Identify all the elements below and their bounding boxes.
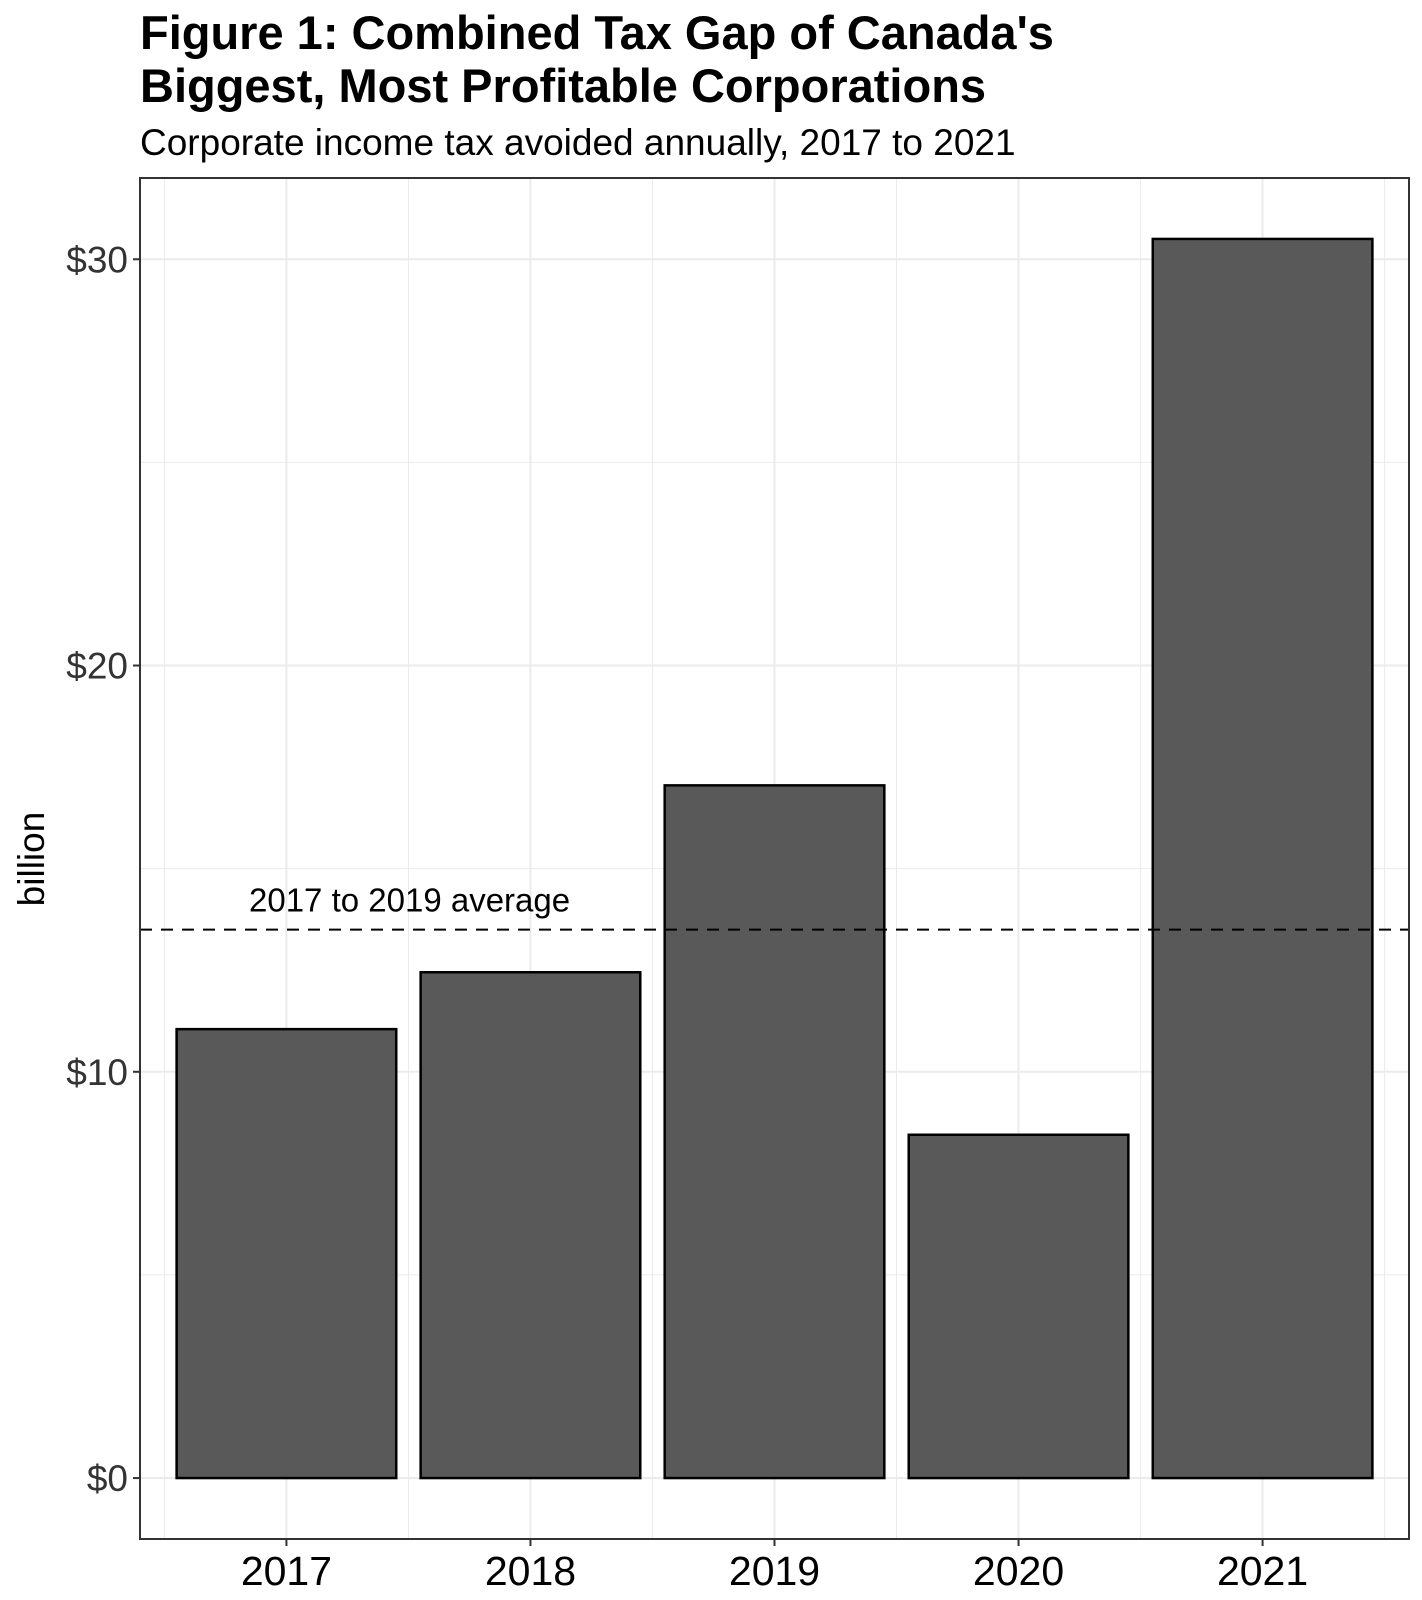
chart-title-line-2: Biggest, Most Profitable Corporations	[140, 59, 987, 112]
y-tick-label-0: $0	[87, 1458, 128, 1499]
bar-2017	[175, 1027, 398, 1480]
bar-2018	[419, 971, 642, 1480]
chart-title-line-1: Figure 1: Combined Tax Gap of Canada's	[140, 6, 1054, 59]
reference-line-group: 2017 to 2019 average	[140, 882, 1409, 931]
bar-2020	[907, 1133, 1130, 1480]
bar-2019	[663, 784, 886, 1480]
x-tick-label-2019: 2019	[729, 1548, 820, 1594]
x-tick-label-2018: 2018	[485, 1548, 576, 1594]
bars	[175, 237, 1374, 1480]
y-tick-label-3: $30	[66, 239, 128, 280]
x-tick-label-2020: 2020	[973, 1548, 1064, 1594]
y-tick-label-1: $10	[66, 1052, 128, 1093]
y-axis: $0 $10 $20 $30	[66, 239, 140, 1499]
chart-subtitle: Corporate income tax avoided annually, 2…	[140, 122, 1016, 163]
x-tick-label-2021: 2021	[1217, 1548, 1308, 1594]
x-axis: 2017 2018 2019 2020 2021	[241, 1539, 1308, 1594]
reference-line-label: 2017 to 2019 average	[249, 882, 570, 919]
bar-2021	[1151, 237, 1374, 1480]
y-axis-title: billion	[11, 812, 52, 907]
x-tick-label-2017: 2017	[241, 1548, 332, 1594]
y-tick-label-2: $20	[66, 646, 128, 687]
chart-title: Figure 1: Combined Tax Gap of Canada's B…	[140, 6, 1340, 112]
